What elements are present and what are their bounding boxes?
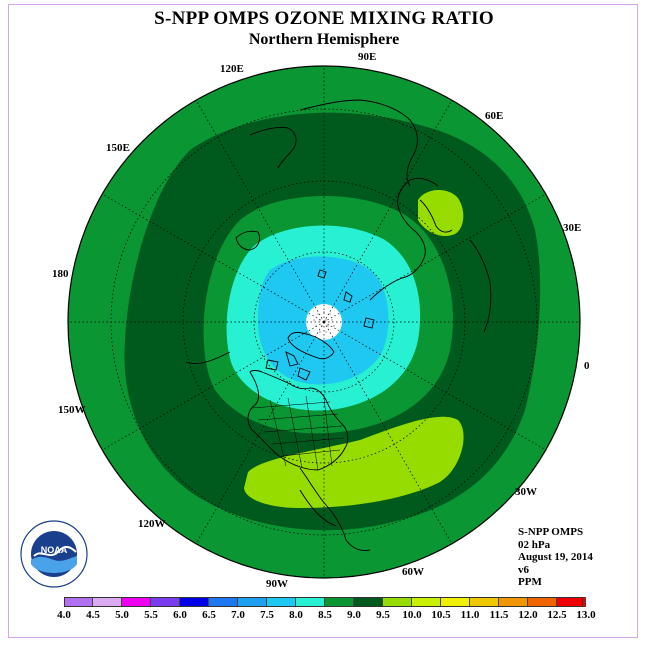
colorbar-tick-label: 9.5 [376, 609, 390, 621]
contour-9.5-patch-europe [418, 189, 464, 237]
colorbar-cell [557, 597, 586, 607]
colorbar-tick-label: 6.0 [173, 609, 187, 621]
info-level: 02 hPa [518, 538, 551, 551]
lon-label-30w: 30W [515, 486, 537, 498]
coastlines [185, 99, 492, 551]
colorbar-cell [296, 597, 325, 607]
colorbar-cell [64, 597, 93, 607]
colorbar-tick-label: 10.5 [431, 609, 451, 621]
colorbar-tick-label: 8.0 [289, 609, 303, 621]
colorbar-tick-label: 4.0 [57, 609, 71, 621]
colorbar-tick-label: 6.5 [202, 609, 216, 621]
lon-label-0: 0 [584, 360, 590, 372]
colorbar-cell [412, 597, 441, 607]
colorbar-tick-label: 4.5 [86, 609, 100, 621]
colorbar-cell [93, 597, 122, 607]
colorbar-cell [122, 597, 151, 607]
colorbar-tick-label: 9.0 [347, 609, 361, 621]
noaa-logo-text: NOAA [41, 545, 68, 555]
colorbar-cell [325, 597, 354, 607]
lon-label-30e: 30E [563, 222, 582, 234]
map-boundary [67, 65, 581, 579]
info-date: August 19, 2014 [518, 551, 593, 563]
colorbar-tick-label: 12.0 [518, 609, 538, 621]
ozone-field [68, 66, 580, 578]
colorbar-cell [151, 597, 180, 607]
info-block: S-NPP OMPS 02 hPa August 19, 2014 v6 PPM [518, 526, 593, 589]
colorbar-cell [383, 597, 412, 607]
colorbar-cell [354, 597, 383, 607]
colorbar-tick-label: 5.0 [115, 609, 129, 621]
longitude-gridlines [68, 66, 580, 578]
colorbar-tick-label: 10.0 [402, 609, 422, 621]
colorbar-cell [470, 597, 499, 607]
map-subtitle: Northern Hemisphere [248, 31, 400, 48]
lon-label-120w: 120W [138, 518, 166, 530]
lon-label-60w: 60W [402, 566, 424, 578]
colorbar-cell [180, 597, 209, 607]
noaa-logo: NOAA [20, 520, 88, 588]
colorbar-tick-label: 7.0 [231, 609, 245, 621]
colorbar-tick-label: 5.5 [144, 609, 158, 621]
colorbar-cell [528, 597, 557, 607]
colorbar [64, 597, 586, 607]
lon-label-60e: 60E [485, 110, 504, 122]
lon-label-180: 180 [52, 268, 69, 280]
colorbar-tick-label: 7.5 [260, 609, 274, 621]
lon-label-150w: 150W [58, 404, 86, 416]
lon-label-90e: 90E [358, 51, 377, 63]
colorbar-tick-label: 13.0 [576, 609, 596, 621]
colorbar-cell [499, 597, 528, 607]
colorbar-tick-label: 12.5 [547, 609, 567, 621]
map-title: S-NPP OMPS OZONE MIXING RATIO [154, 8, 494, 29]
lon-label-90w: 90W [266, 578, 288, 590]
contour-9.5-patch-atlantic [244, 416, 464, 508]
info-version: v6 [518, 563, 529, 576]
colorbar-cell [238, 597, 267, 607]
lon-label-120e: 120E [220, 63, 244, 75]
colorbar-tick-label: 11.0 [460, 609, 480, 621]
colorbar-tick-label: 11.5 [489, 609, 509, 621]
political-boundaries [251, 395, 345, 471]
info-instrument: S-NPP OMPS [518, 526, 584, 538]
colorbar-tick-label: 8.5 [318, 609, 332, 621]
colorbar-cell [267, 597, 296, 607]
info-units: PPM [518, 576, 542, 588]
colorbar-cell [441, 597, 470, 607]
lon-label-150e: 150E [106, 142, 130, 154]
colorbar-cell [209, 597, 238, 607]
